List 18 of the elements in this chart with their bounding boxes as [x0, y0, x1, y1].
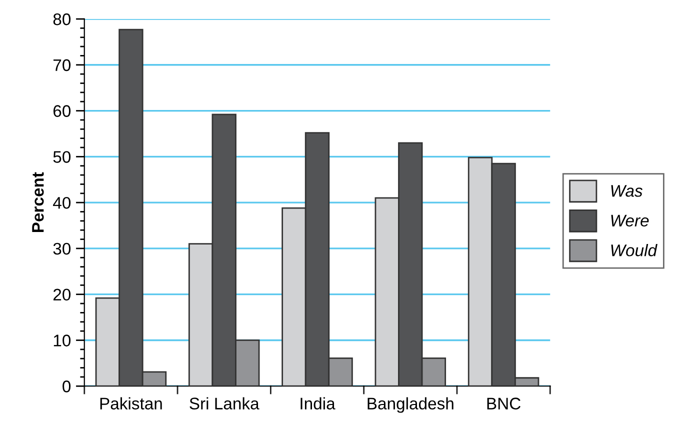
y-tick-label: 10 [54, 334, 71, 346]
y-tick-label: 0 [62, 380, 71, 392]
y-tick-label: 30 [53, 242, 71, 255]
x-tick-label: Pakistan [100, 397, 162, 410]
legend-label: Were [611, 214, 649, 227]
x-tick-label: India [300, 397, 336, 410]
y-axis-title: Percent [32, 172, 44, 232]
legend-label: Would [611, 244, 658, 256]
y-tick-label: 50 [53, 151, 71, 163]
y-tick-label: 80 [53, 13, 71, 26]
x-tick-label: Sri Lanka [190, 397, 260, 410]
y-tick-label: 60 [53, 105, 71, 117]
y-tick-label: 20 [53, 288, 71, 301]
y-tick-label: 70 [54, 59, 71, 72]
x-tick-label: Bangladesh [368, 397, 454, 413]
legend-label: Was [611, 185, 642, 197]
y-tick-label: 40 [53, 196, 71, 209]
x-tick-label: BNC [487, 398, 521, 410]
